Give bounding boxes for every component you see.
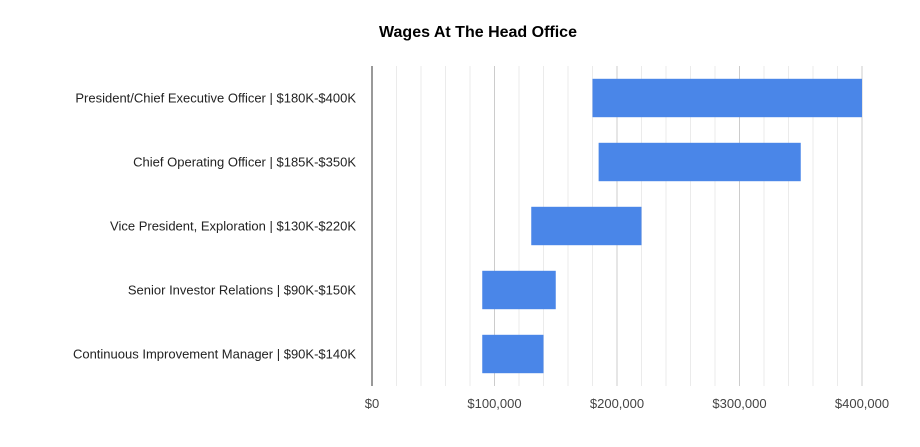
x-tick-label: $100,000 (467, 396, 521, 411)
category-label: Senior Investor Relations | $90K-$150K (128, 283, 356, 298)
range-bars (482, 78, 862, 374)
range-bar (531, 206, 642, 246)
category-label: President/Chief Executive Officer | $180… (75, 91, 356, 106)
category-label: Chief Operating Officer | $185K-$350K (133, 155, 356, 170)
range-bar (482, 270, 556, 310)
x-tick-label: $200,000 (590, 396, 644, 411)
range-bar (482, 334, 544, 374)
chart-title: Wages At The Head Office (379, 24, 577, 41)
category-labels: President/Chief Executive Officer | $180… (73, 91, 356, 362)
category-label: Vice President, Exploration | $130K-$220… (110, 219, 356, 234)
x-tick-label: $400,000 (835, 396, 889, 411)
gridlines (396, 66, 863, 386)
category-label: Continuous Improvement Manager | $90K-$1… (73, 347, 356, 362)
range-bar (592, 78, 862, 118)
x-tick-labels: $0 $100,000 $200,000 $300,000 $400,000 (365, 396, 889, 411)
x-tick-label: $0 (365, 396, 379, 411)
range-bar (598, 142, 801, 182)
x-tick-label: $300,000 (712, 396, 766, 411)
